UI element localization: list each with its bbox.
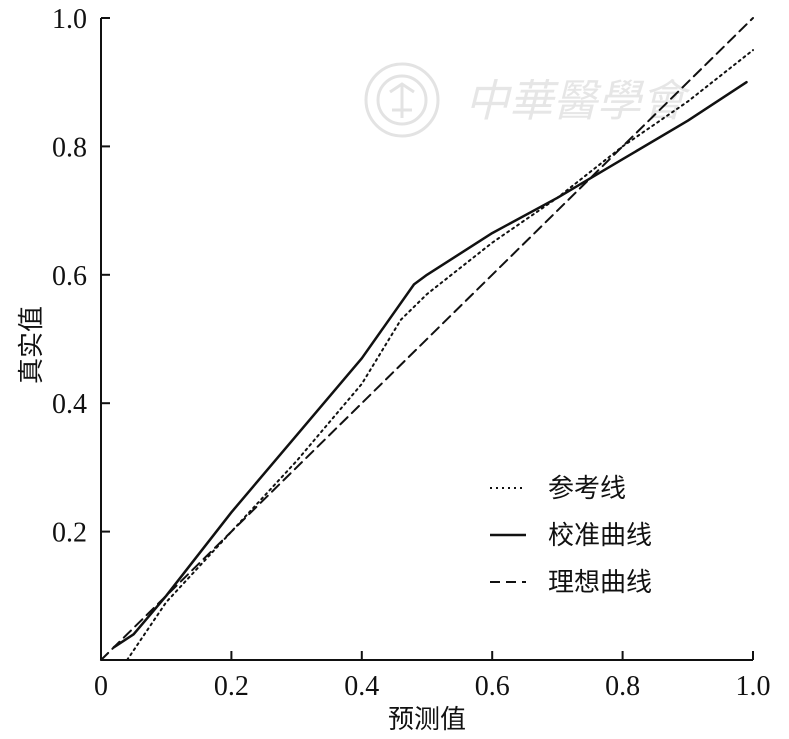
watermark-seal-icon xyxy=(364,62,440,138)
x-tick-label: 0.4 xyxy=(344,671,379,702)
series-group xyxy=(100,17,754,661)
axes xyxy=(100,18,753,661)
x-tick-label: 0.6 xyxy=(475,671,510,702)
series-line-solid xyxy=(112,80,748,649)
legend-label: 参考线 xyxy=(548,474,626,504)
y-axis-label: 真实值 xyxy=(17,306,47,384)
y-tick-label: 1.0 xyxy=(52,4,87,35)
x-tick-label: 1.0 xyxy=(736,671,771,702)
legend-label: 校准曲线 xyxy=(548,521,652,551)
y-tick-label: 0.2 xyxy=(52,518,87,549)
legend-label: 理想曲线 xyxy=(548,568,652,598)
x-ticks: 0 0.2 0.4 0.6 0.8 1.0 xyxy=(94,651,771,702)
y-tick-label: 0.8 xyxy=(52,132,87,163)
x-tick-label: 0.2 xyxy=(214,671,249,702)
y-tick-label: 0.6 xyxy=(52,261,87,292)
y-tick-label: 0.4 xyxy=(52,389,87,420)
watermark: 中華醫學會 xyxy=(364,62,691,138)
y-ticks: 0.2 0.4 0.6 0.8 1.0 xyxy=(52,4,110,549)
watermark-text: 中華醫學會 xyxy=(465,76,691,127)
x-tick-label: 0 xyxy=(94,671,108,702)
x-tick-label: 0.8 xyxy=(605,671,640,702)
x-axis-label: 预测值 xyxy=(388,705,466,735)
series-line-dotted xyxy=(126,49,754,661)
series-line-dashed xyxy=(100,17,754,661)
